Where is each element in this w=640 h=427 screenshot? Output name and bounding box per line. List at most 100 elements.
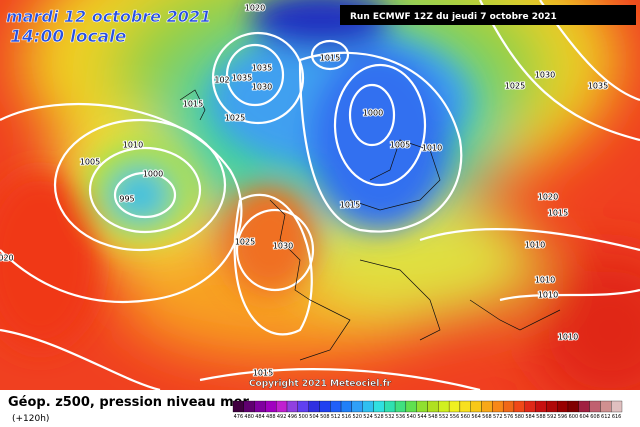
colorbar-label: 524 [363, 414, 373, 420]
geopotential-field [0, 0, 640, 410]
colorbar-label: 568 [482, 414, 492, 420]
isobar-label: 1020 [245, 4, 265, 13]
colorbar-cell [351, 400, 363, 413]
colorbar-cell [492, 400, 504, 413]
isobar-label: 1000 [143, 170, 163, 179]
isobar-label: 1015 [253, 369, 273, 378]
colorbar-cell [373, 400, 385, 413]
colorbar-cell [405, 400, 417, 413]
colorbar-label: 508 [320, 414, 330, 420]
colorbar-label: 504 [309, 414, 319, 420]
isobar-label: 1025 [505, 82, 525, 91]
colorbar-label: 580 [515, 414, 525, 420]
colorbar-label: 564 [471, 414, 481, 420]
colorbar-label: 536 [396, 414, 406, 420]
colorbar-cell [276, 400, 288, 413]
colorbar-label: 488 [266, 414, 276, 420]
time-title: 14:00 locale [10, 27, 126, 47]
isobar-label: 1035 [252, 64, 272, 73]
isobar-label: 1010 [525, 241, 545, 250]
colorbar-cell [297, 400, 309, 413]
isobar-label: 1025 [225, 114, 245, 123]
colorbar-cell [513, 400, 525, 413]
colorbar-label: 540 [407, 414, 417, 420]
colorbar-cell [254, 400, 266, 413]
colorbar-cell [394, 400, 407, 413]
colorbar-cell [578, 400, 590, 413]
colorbar-cell [362, 400, 374, 413]
copyright: Copyright 2021 Meteociel.fr [249, 379, 392, 389]
footer-title: Géop. z500, pression niveau mer [8, 395, 249, 410]
colorbar-label: 528 [374, 414, 384, 420]
isobar-labels: 1020 1015 1035 1035 102 1030 1015 1025 1… [0, 3, 609, 379]
colorbar-cell [589, 400, 601, 413]
colorbar-label: 584 [525, 414, 535, 420]
colorbar-cell [611, 400, 623, 413]
colorbar-label: 500 [298, 414, 308, 420]
colorbar-cell [340, 400, 353, 413]
colorbar-cell [567, 400, 579, 413]
colorbar-cell [600, 400, 612, 413]
isobar-label: 1010 [558, 333, 578, 342]
date-title: mardi 12 octobre 2021 [6, 7, 211, 26]
colorbar-cell [308, 400, 320, 413]
colorbar-cell [557, 400, 569, 413]
colorbar-cell [232, 400, 244, 413]
colorbar-label: 548 [428, 414, 438, 420]
colorbar-cell [243, 400, 255, 413]
colorbar-cell [265, 400, 277, 413]
colorbar-label: 492 [277, 414, 287, 420]
colorbar-cell [384, 400, 396, 413]
colorbar-cell [470, 400, 482, 413]
colorbar-label: 600 [569, 414, 579, 420]
isobar-label: 1035 [588, 82, 608, 91]
footer-lead: (+120h) [12, 414, 49, 424]
run-info: Run ECMWF 12Z du jeudi 7 octobre 2021 [350, 12, 557, 22]
isobar-label: 1005 [80, 158, 100, 167]
colorbar-cell [416, 400, 428, 413]
isobar-label: 1010 [123, 141, 143, 150]
colorbar-cell [286, 400, 298, 413]
isobar-label: 020 [0, 254, 14, 263]
colorbar-label: 556 [450, 414, 460, 420]
isobar-label: 995 [119, 195, 134, 204]
colorbar-label: 552 [439, 414, 449, 420]
isobar-label: 1035 [232, 74, 252, 83]
isobar-label: 1010 [422, 144, 442, 153]
colorbar-label: 588 [536, 414, 546, 420]
isobar-label: 1005 [390, 141, 410, 150]
run-box [340, 5, 636, 25]
colorbar-label: 576 [504, 414, 514, 420]
isobar-label: 1030 [252, 83, 272, 92]
isobar-label: 1015 [340, 201, 360, 210]
colorbar-label: 532 [385, 414, 395, 420]
colorbar-cell [319, 400, 331, 413]
colorbar-label: 484 [255, 414, 265, 420]
colorbar-cell [524, 400, 536, 413]
colorbar-cell [459, 400, 471, 413]
colorbar-label: 520 [352, 414, 362, 420]
colorbar-cell [330, 400, 342, 413]
isobar-label: 1000 [363, 109, 383, 118]
isobar-label: 1025 [235, 238, 255, 247]
colorbar-cell [438, 400, 450, 413]
colorbar-cell [481, 400, 493, 413]
colorbar-cell [502, 400, 515, 413]
colorbar-label: 512 [331, 414, 341, 420]
isobar-label: 1010 [538, 291, 558, 300]
colorbar-label: 544 [417, 414, 427, 420]
colorbar: 476 480 484 488 492 496 500 504 508 512 516 520 524 5… [232, 400, 623, 420]
colorbar-cell [546, 400, 558, 413]
isobar-label: 1015 [320, 54, 340, 63]
colorbar-cell [535, 400, 547, 413]
colorbar-label: 592 [547, 414, 557, 420]
coastlines [179, 89, 561, 361]
colorbar-label: 516 [342, 414, 352, 420]
colorbar-cell [427, 400, 439, 413]
isobar-label: 1020 [538, 193, 558, 202]
isobar-label: 102 [214, 76, 229, 85]
colorbar-label: 616 [612, 414, 622, 420]
colorbar-label: 604 [579, 414, 589, 420]
isobar-label: 1030 [535, 71, 555, 80]
